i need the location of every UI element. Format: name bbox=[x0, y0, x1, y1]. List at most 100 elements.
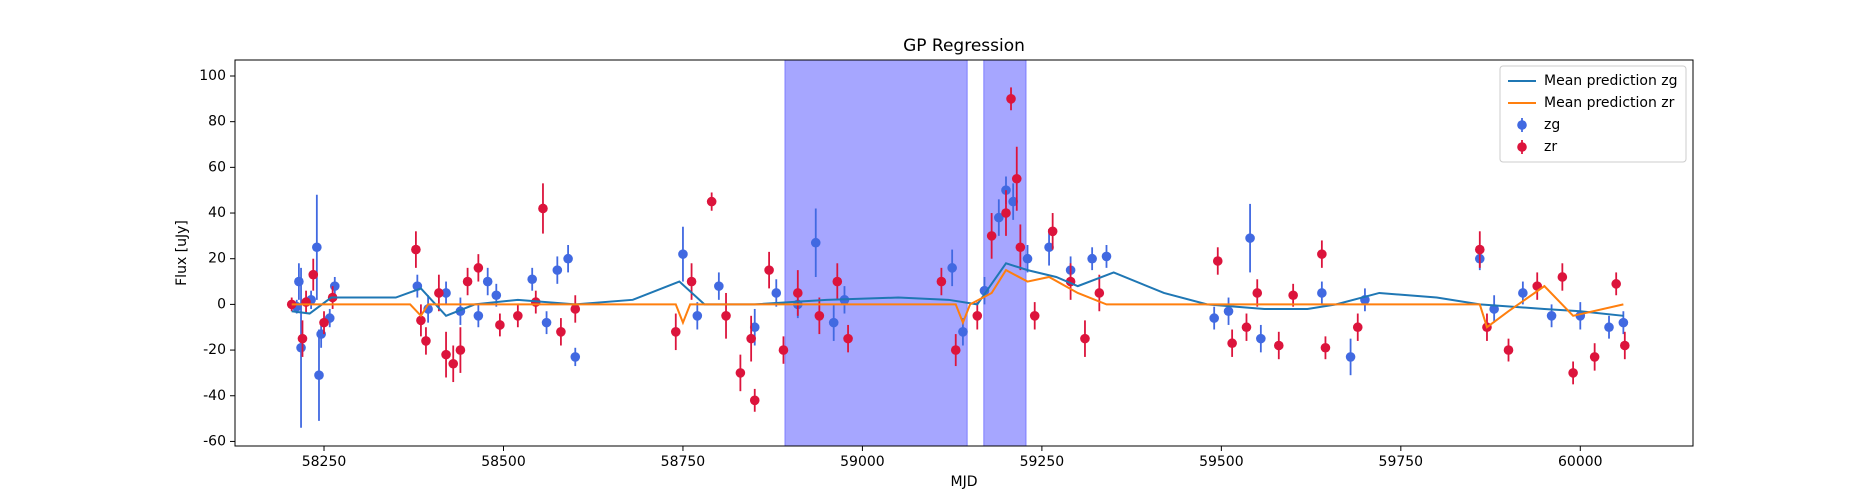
data-point bbox=[541, 317, 552, 328]
data-point bbox=[947, 263, 957, 273]
x-tick-label: 58750 bbox=[661, 454, 706, 470]
data-point bbox=[843, 333, 853, 344]
data-point bbox=[411, 244, 421, 255]
data-point bbox=[678, 249, 688, 259]
data-point bbox=[552, 265, 563, 275]
y-tick-label: 20 bbox=[208, 251, 226, 267]
data-point bbox=[828, 317, 839, 328]
x-tick-label: 60000 bbox=[1558, 454, 1603, 470]
data-point bbox=[950, 345, 961, 355]
plot-area bbox=[286, 60, 1630, 446]
data-point bbox=[1546, 311, 1557, 321]
legend-marker bbox=[1517, 120, 1527, 130]
data-point bbox=[319, 317, 329, 328]
mean-line bbox=[291, 268, 1624, 329]
data-point bbox=[721, 311, 731, 321]
y-tick-label: 60 bbox=[208, 159, 226, 175]
data-point bbox=[764, 265, 774, 275]
y-tick-label: 40 bbox=[208, 205, 226, 221]
data-point bbox=[527, 274, 537, 285]
data-point bbox=[1101, 251, 1112, 262]
legend-label: zg bbox=[1544, 117, 1560, 133]
data-point bbox=[1029, 311, 1040, 321]
x-tick-label: 59250 bbox=[1020, 454, 1065, 470]
data-point bbox=[1589, 352, 1600, 362]
data-point bbox=[1557, 272, 1568, 282]
data-point bbox=[749, 322, 760, 333]
data-point bbox=[670, 326, 681, 337]
data-point bbox=[563, 253, 573, 264]
data-point bbox=[771, 288, 782, 298]
data-point bbox=[1212, 256, 1223, 266]
data-point bbox=[513, 311, 523, 321]
data-point bbox=[1568, 368, 1578, 378]
data-point bbox=[972, 311, 983, 321]
data-point bbox=[810, 237, 821, 248]
data-point bbox=[434, 288, 444, 298]
data-point bbox=[308, 269, 319, 280]
legend-label: Mean prediction zg bbox=[1544, 73, 1678, 89]
shaded-region bbox=[784, 60, 968, 446]
data-point bbox=[1474, 244, 1485, 255]
data-point bbox=[1047, 226, 1058, 237]
data-point bbox=[1087, 253, 1097, 264]
data-point bbox=[1611, 279, 1621, 289]
data-point bbox=[1001, 208, 1011, 218]
data-point bbox=[1094, 288, 1105, 298]
x-tick-label: 59500 bbox=[1199, 454, 1244, 470]
data-point bbox=[692, 311, 703, 321]
x-tick-label: 58250 bbox=[302, 454, 347, 470]
data-point bbox=[735, 368, 746, 378]
data-point bbox=[441, 288, 451, 298]
data-point bbox=[714, 281, 724, 291]
data-point bbox=[814, 311, 825, 321]
data-point bbox=[1241, 322, 1252, 333]
data-point bbox=[832, 276, 843, 287]
data-point bbox=[462, 276, 473, 287]
data-point bbox=[297, 333, 308, 344]
data-point bbox=[1044, 242, 1054, 253]
x-axis-label: MJD bbox=[951, 474, 978, 490]
data-point bbox=[1252, 288, 1263, 298]
legend-label: Mean prediction zr bbox=[1544, 95, 1675, 111]
data-point bbox=[416, 315, 426, 326]
data-point bbox=[1223, 306, 1234, 317]
data-point bbox=[749, 395, 760, 406]
chart-title: GP Regression bbox=[903, 36, 1025, 56]
data-point bbox=[538, 203, 548, 214]
data-point bbox=[1227, 338, 1237, 349]
data-point bbox=[1317, 249, 1327, 259]
y-tick-label: -40 bbox=[203, 388, 226, 404]
y-tick-label: 100 bbox=[199, 68, 226, 84]
x-tick-label: 58500 bbox=[481, 454, 526, 470]
data-point bbox=[448, 358, 459, 369]
data-point bbox=[979, 285, 990, 296]
data-point bbox=[294, 276, 304, 287]
mean-line bbox=[291, 262, 1624, 317]
data-point bbox=[1006, 94, 1016, 104]
data-point bbox=[1080, 333, 1090, 344]
data-point bbox=[312, 242, 322, 253]
data-point bbox=[1320, 342, 1331, 353]
data-point bbox=[1015, 242, 1026, 253]
data-point bbox=[1345, 352, 1356, 362]
data-point bbox=[936, 276, 947, 287]
data-point bbox=[1256, 333, 1266, 344]
data-point bbox=[1273, 340, 1284, 351]
data-point bbox=[1022, 253, 1033, 264]
data-point bbox=[495, 320, 505, 330]
data-point bbox=[421, 336, 431, 346]
data-point bbox=[570, 352, 581, 362]
y-tick-label: 80 bbox=[208, 114, 226, 130]
data-point bbox=[314, 370, 324, 380]
data-point bbox=[986, 231, 997, 241]
data-point bbox=[1604, 322, 1614, 333]
data-point bbox=[994, 212, 1004, 223]
data-point bbox=[473, 263, 484, 273]
data-point bbox=[301, 297, 311, 307]
legend-box bbox=[1499, 65, 1687, 163]
data-point bbox=[556, 326, 566, 337]
data-point bbox=[1352, 322, 1363, 333]
data-point bbox=[746, 333, 756, 344]
